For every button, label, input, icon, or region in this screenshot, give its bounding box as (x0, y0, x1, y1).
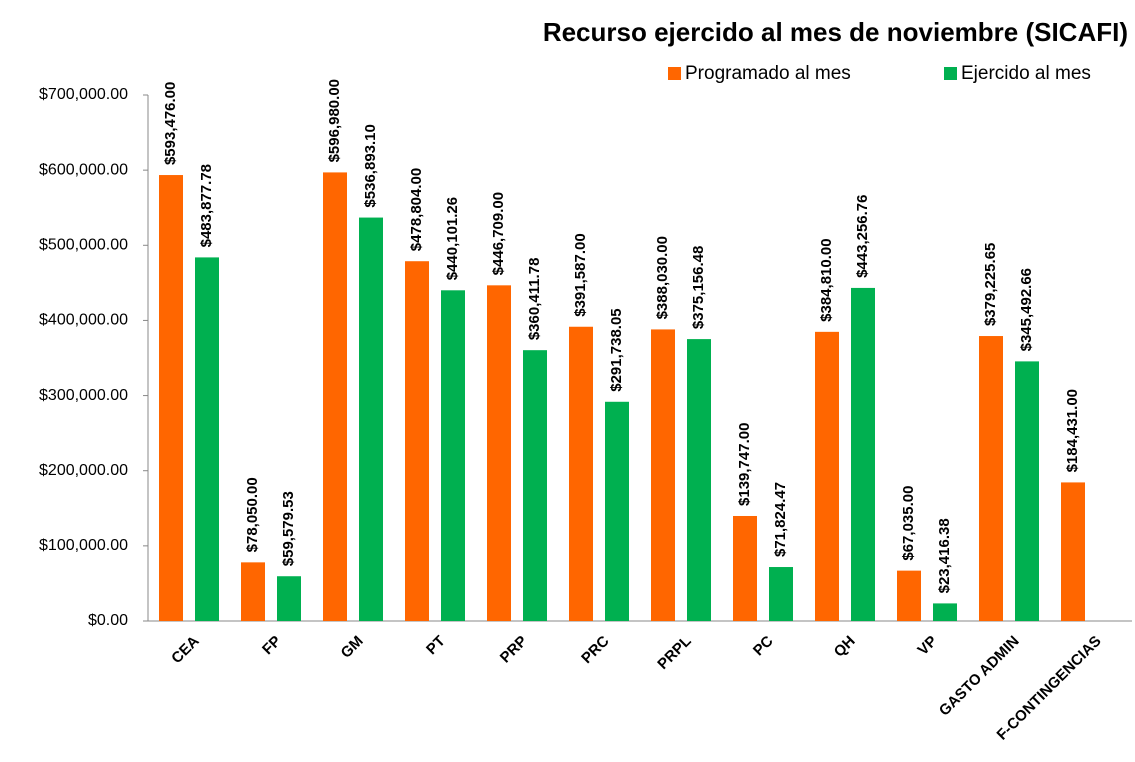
bar (159, 175, 183, 622)
x-tick-label: FP (259, 633, 285, 659)
bar (605, 401, 629, 621)
y-tick-label: $400,000.00 (39, 312, 128, 329)
x-tick-label: PC (750, 633, 777, 660)
bar (851, 287, 875, 621)
bar (933, 603, 957, 621)
value-label: $478,804.00 (408, 168, 425, 251)
y-tick-label: $700,000.00 (39, 86, 128, 103)
value-label: $443,256.76 (854, 195, 871, 278)
x-tick-label: PRPL (654, 633, 694, 673)
value-label: $379,225.65 (982, 243, 999, 326)
value-label: $71,824.47 (772, 482, 789, 557)
bar (441, 290, 465, 621)
bar (195, 257, 219, 621)
value-label: $78,050.00 (244, 477, 261, 552)
bar (241, 562, 265, 621)
x-tick-label: PRC (578, 632, 613, 667)
y-tick-label: $600,000.00 (39, 161, 128, 178)
value-label: $593,476.00 (162, 82, 179, 165)
x-tick-label: GASTO ADMIN (936, 633, 1023, 720)
legend-label: Programado al mes (685, 63, 851, 84)
value-label: $184,431.00 (1064, 389, 1081, 472)
value-label: $67,035.00 (900, 486, 917, 561)
legend-swatch (944, 67, 957, 80)
legend-swatch (668, 67, 681, 80)
x-tick-label: CEA (168, 632, 203, 667)
value-label: $384,810.00 (818, 238, 835, 321)
bar (277, 576, 301, 621)
value-label: $375,156.48 (690, 246, 707, 329)
y-tick-label: $200,000.00 (39, 462, 128, 479)
bar (1061, 482, 1085, 621)
bar (769, 567, 793, 621)
bar (815, 331, 839, 621)
x-tick-label: QH (831, 633, 859, 661)
bar (1015, 361, 1039, 621)
value-label: $59,579.53 (280, 491, 297, 566)
value-label: $440,101.26 (444, 197, 461, 280)
value-label: $446,709.00 (490, 192, 507, 275)
x-tick-label: GM (338, 633, 367, 662)
value-label: $483,877.78 (198, 164, 215, 247)
value-label: $391,587.00 (572, 233, 589, 316)
bar (523, 350, 547, 621)
value-label: $345,492.66 (1018, 268, 1035, 351)
bar (487, 285, 511, 621)
bar (687, 339, 711, 621)
x-tick-label: PRP (497, 633, 531, 667)
value-label: $388,030.00 (654, 236, 671, 319)
bar (405, 261, 429, 621)
bar (569, 326, 593, 621)
bar (897, 570, 921, 621)
value-label: $360,411.78 (526, 258, 543, 341)
bar (651, 329, 675, 621)
value-label: $139,747.00 (736, 423, 753, 506)
value-label: $596,980.00 (326, 79, 343, 162)
bar (979, 336, 1003, 621)
y-tick-label: $0.00 (88, 612, 128, 629)
y-tick-label: $300,000.00 (39, 387, 128, 404)
legend-label: Ejercido al mes (961, 63, 1091, 84)
y-tick-label: $100,000.00 (39, 537, 128, 554)
value-label: $23,416.38 (936, 518, 953, 593)
chart-title: Recurso ejercido al mes de noviembre (SI… (543, 17, 1128, 47)
value-label: $291,738.05 (608, 308, 625, 391)
bar (323, 172, 347, 621)
x-tick-label: VP (914, 633, 940, 659)
bar (359, 217, 383, 622)
value-label: $536,893.10 (362, 124, 379, 207)
x-tick-label: PT (423, 633, 449, 659)
y-tick-label: $500,000.00 (39, 237, 128, 254)
bar (733, 515, 757, 621)
